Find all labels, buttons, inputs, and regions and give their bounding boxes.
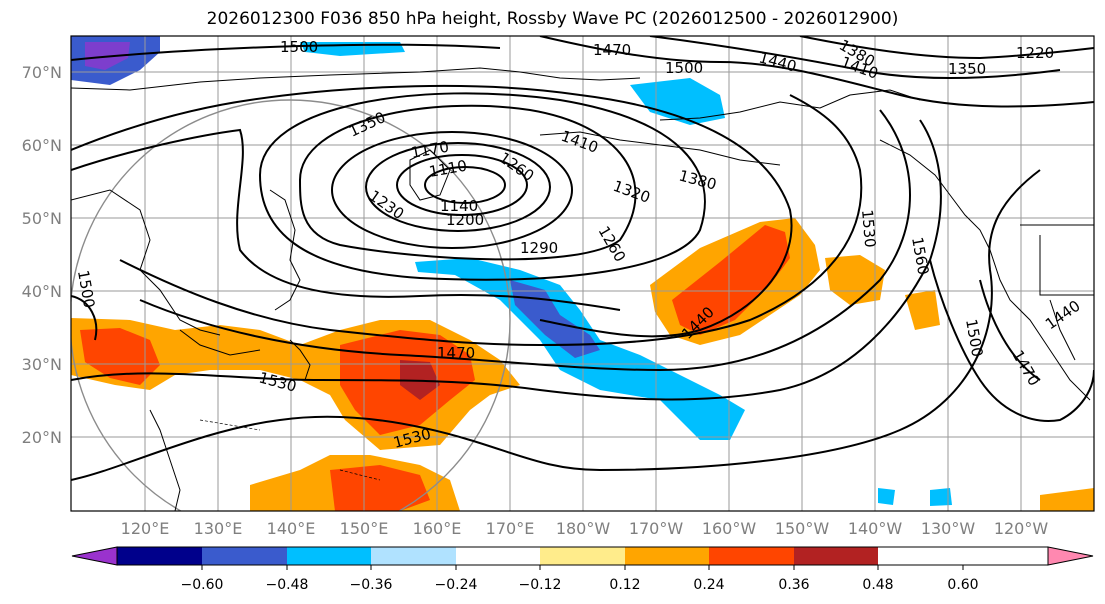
colorbar-segment	[371, 547, 456, 565]
latitude-label: 40°N	[22, 282, 62, 301]
contour-label: 1290	[520, 239, 558, 257]
colorbar-segment	[456, 547, 540, 565]
longitude-label: 120°W	[994, 519, 1049, 538]
graticule	[71, 36, 1094, 511]
colorbar-tick-label: 0.24	[693, 577, 724, 593]
colorbar-segments	[117, 547, 878, 565]
colorbar: −0.60 −0.48 −0.36 −0.24 −0.12 0.12 0.24 …	[71, 546, 1094, 593]
positive-anomaly-region	[825, 255, 885, 305]
longitude-label: 170°E	[486, 519, 535, 538]
colorbar-tick-label: 0.36	[778, 577, 809, 593]
colorbar-segment	[794, 547, 878, 565]
reference-circle	[71, 99, 511, 511]
negative-anomaly-region	[930, 488, 952, 506]
colorbar-segment	[117, 547, 202, 565]
colorbar-segment	[287, 547, 371, 565]
negative-anomaly-region	[878, 488, 895, 505]
colorbar-tick-label: 0.12	[609, 577, 640, 593]
longitude-label: 180°W	[556, 519, 611, 538]
contour-label: 1350	[948, 60, 986, 78]
colorbar-tick-label: −0.36	[350, 577, 393, 593]
colorbar-tick-label: 0.60	[947, 577, 978, 593]
colorbar-tick-label: −0.48	[266, 577, 309, 593]
map-panel: 1500 1470 1500 1440 1410 1380 1220 1350 …	[70, 35, 1095, 512]
positive-anomaly-region	[80, 328, 160, 385]
colorbar-tick-label: 0.48	[862, 577, 893, 593]
positive-anomaly-region	[672, 225, 790, 335]
longitude-label: 160°E	[413, 519, 462, 538]
colorbar-segment	[540, 547, 625, 565]
longitude-axis: 120°E 130°E 140°E 150°E 160°E 170°E 180°…	[121, 519, 1049, 538]
map-title: 2026012300 F036 850 hPa height, Rossby W…	[206, 9, 899, 29]
longitude-label: 160°W	[702, 519, 757, 538]
shading-layer	[71, 36, 1094, 511]
latitude-label: 60°N	[22, 136, 62, 155]
longitude-label: 130°E	[194, 519, 243, 538]
longitude-label: 150°E	[340, 519, 389, 538]
colorbar-segment	[709, 547, 794, 565]
longitude-label: 120°E	[121, 519, 170, 538]
contour-label: 1500	[280, 38, 318, 56]
colorbar-tick-label: −0.24	[435, 577, 478, 593]
contour-label: 1470	[437, 344, 475, 362]
colorbar-low-extension	[71, 546, 118, 566]
negative-anomaly-region	[510, 280, 600, 358]
latitude-label: 20°N	[22, 428, 62, 447]
positive-anomaly-region	[1040, 488, 1094, 511]
map-frame	[70, 35, 1095, 512]
longitude-label: 150°W	[775, 519, 830, 538]
latitude-label: 30°N	[22, 355, 62, 374]
colorbar-tick-label: −0.12	[519, 577, 562, 593]
colorbar-segment	[202, 547, 287, 565]
colorbar-high-extension	[1047, 546, 1094, 566]
borders	[199, 419, 381, 481]
longitude-label: 140°W	[848, 519, 903, 538]
latitude-label: 50°N	[22, 209, 62, 228]
positive-anomaly-region	[330, 465, 430, 511]
contour-label: 1500	[665, 59, 703, 77]
contour-label: 1220	[1016, 44, 1054, 62]
colorbar-segment	[625, 547, 709, 565]
colorbar-tick-label: −0.60	[181, 577, 224, 593]
contour-label: 1140	[440, 197, 478, 215]
contour-label: 1530	[858, 209, 879, 249]
longitude-label: 140°E	[267, 519, 316, 538]
longitude-label: 170°W	[629, 519, 684, 538]
positive-anomaly-region	[905, 290, 940, 330]
negative-anomaly-region	[630, 78, 725, 125]
contour-label: 1470	[593, 41, 631, 59]
colorbar-ticks: −0.60 −0.48 −0.36 −0.24 −0.12 0.12 0.24 …	[181, 565, 979, 593]
height-contours	[71, 36, 1094, 481]
latitude-axis: 70°N 60°N 50°N 40°N 30°N 20°N	[22, 63, 62, 447]
colorbar-frame	[116, 546, 1049, 566]
contour-label: 1200	[446, 211, 484, 229]
longitude-label: 130°W	[921, 519, 976, 538]
latitude-label: 70°N	[22, 63, 62, 82]
